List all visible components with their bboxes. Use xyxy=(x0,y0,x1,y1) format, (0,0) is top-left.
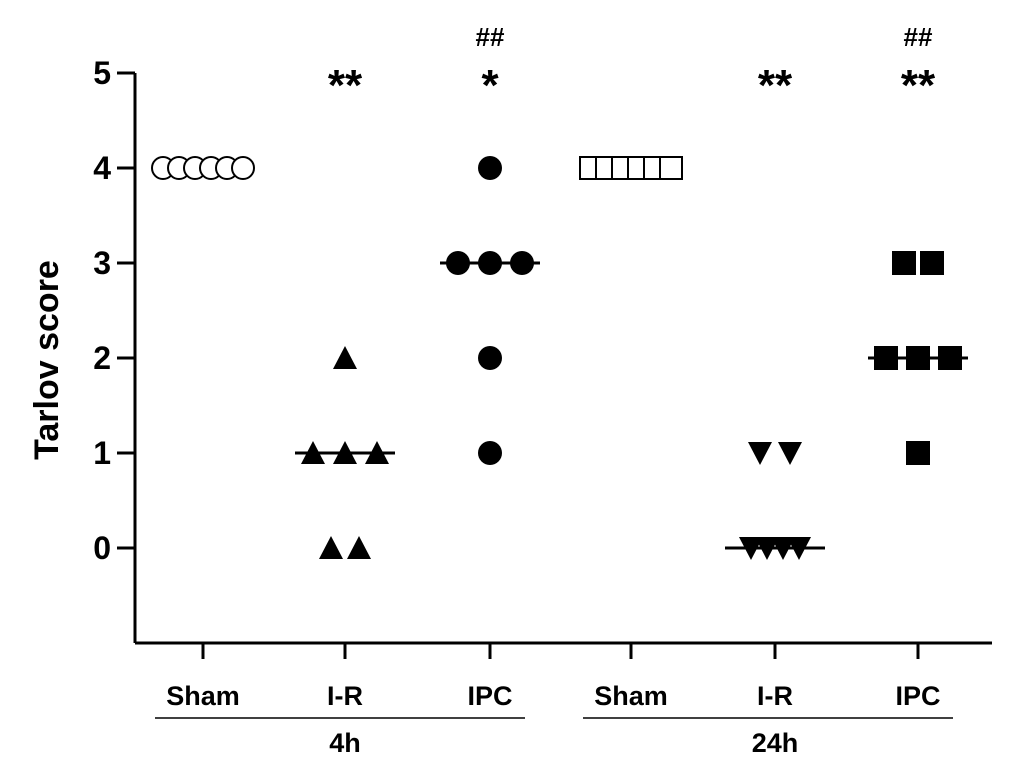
x-tick-label: Sham xyxy=(166,681,240,711)
median-lines xyxy=(153,166,968,550)
hash-annotation: ## xyxy=(904,22,933,52)
group-label: 24h xyxy=(752,728,799,758)
asterisk-annotation: ** xyxy=(328,61,363,110)
data-point-triangle-up xyxy=(333,441,357,464)
data-point-triangle-down xyxy=(771,537,795,560)
group-label: 4h xyxy=(329,728,361,758)
group-labels: 4h 24h xyxy=(155,717,953,758)
data-point-triangle-up xyxy=(365,441,389,464)
data-point-filled-circle xyxy=(478,156,502,180)
asterisk-annotation: * xyxy=(481,61,499,110)
y-tick-label: 3 xyxy=(93,245,111,281)
axes xyxy=(133,73,992,645)
y-tick-label: 2 xyxy=(93,340,111,376)
data-point-triangle-down xyxy=(755,537,779,560)
data-point-triangle-up xyxy=(333,346,357,369)
data-point-triangle-up xyxy=(319,536,343,559)
data-points xyxy=(151,156,962,560)
y-axis-label: Tarlov score xyxy=(28,260,66,460)
data-point-triangle-down xyxy=(739,537,763,560)
data-point-triangle-down xyxy=(778,442,802,465)
x-ticks: Sham I-R IPC Sham I-R IPC xyxy=(166,643,941,711)
x-tick-label: IPC xyxy=(895,681,940,711)
data-point-triangle-down xyxy=(787,537,811,560)
data-point-filled-circle xyxy=(478,441,502,465)
asterisk-annotation: ** xyxy=(758,61,793,110)
y-tick-label: 4 xyxy=(93,150,111,186)
x-tick-label: IPC xyxy=(467,681,512,711)
data-point-filled-square xyxy=(906,441,930,465)
significance-annotations: ** *##** **## xyxy=(328,22,936,110)
y-tick-label: 1 xyxy=(93,435,111,471)
data-point-filled-square xyxy=(920,251,944,275)
data-point-filled-square xyxy=(938,346,962,370)
x-tick-label: Sham xyxy=(594,681,668,711)
data-point-triangle-up xyxy=(301,441,325,464)
y-tick-label: 0 xyxy=(93,530,111,566)
data-point-filled-square xyxy=(874,346,898,370)
x-tick-label: I-R xyxy=(327,681,363,711)
data-point-triangle-up xyxy=(347,536,371,559)
asterisk-annotation: ** xyxy=(901,61,936,110)
x-tick-label: I-R xyxy=(757,681,793,711)
data-point-filled-square xyxy=(892,251,916,275)
data-point-open-square xyxy=(659,156,683,180)
data-point-triangle-down xyxy=(748,442,772,465)
data-point-filled-circle xyxy=(478,346,502,370)
y-tick-label: 5 xyxy=(93,55,111,91)
y-ticks: 0 1 2 3 4 5 xyxy=(93,55,135,566)
hash-annotation: ## xyxy=(476,22,505,52)
data-point-filled-circle xyxy=(510,251,534,275)
data-point-open-circle xyxy=(231,156,255,180)
data-point-filled-circle xyxy=(446,251,470,275)
data-point-filled-square xyxy=(906,346,930,370)
data-point-filled-circle xyxy=(478,251,502,275)
